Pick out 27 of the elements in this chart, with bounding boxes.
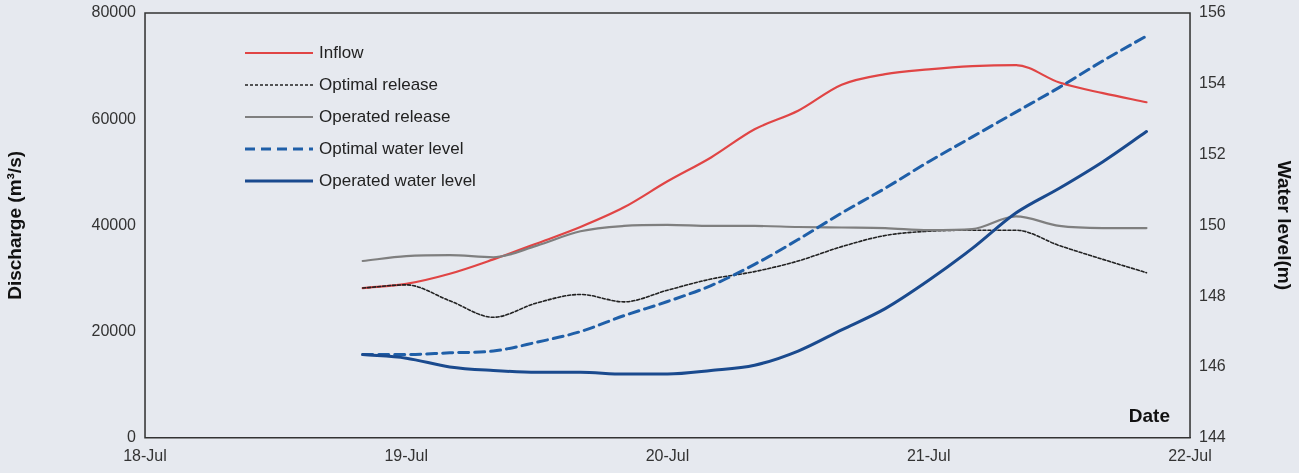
y-tick-label: 0 bbox=[127, 428, 137, 446]
y2-axis-title: Water level(m) bbox=[1274, 160, 1296, 290]
x-axis-title: Date bbox=[1128, 404, 1170, 426]
legend-label: Optimal water level bbox=[319, 138, 464, 158]
y-tick-label: 80000 bbox=[91, 3, 137, 21]
y2-tick-label: 148 bbox=[1199, 286, 1226, 304]
y-axis-title: Discharge (m³/s) bbox=[3, 150, 25, 300]
legend-label: Optimal release bbox=[319, 74, 439, 94]
y-tick-label: 60000 bbox=[91, 109, 137, 127]
y-tick-label: 40000 bbox=[91, 215, 137, 233]
x-tick-label: 21-Jul bbox=[906, 446, 951, 464]
x-tick-label: 18-Jul bbox=[123, 446, 167, 464]
line-series bbox=[361, 229, 1148, 319]
y2-tick-label: 156 bbox=[1199, 3, 1226, 21]
line-series bbox=[361, 215, 1148, 263]
legend-label: Operated water level bbox=[319, 170, 476, 190]
y2-tick-label: 146 bbox=[1199, 357, 1226, 375]
y-tick-label: 20000 bbox=[91, 322, 137, 340]
legend-label: Inflow bbox=[319, 42, 365, 62]
x-tick-label: 22-Jul bbox=[1168, 446, 1212, 464]
legend-label: Operated release bbox=[319, 106, 451, 126]
y2-tick-label: 144 bbox=[1199, 428, 1226, 446]
x-tick-label: 19-Jul bbox=[384, 446, 429, 464]
y2-tick-label: 154 bbox=[1199, 74, 1226, 92]
x-tick-label: 20-Jul bbox=[645, 446, 690, 464]
y2-tick-label: 152 bbox=[1199, 145, 1226, 163]
y2-tick-label: 150 bbox=[1199, 215, 1226, 233]
